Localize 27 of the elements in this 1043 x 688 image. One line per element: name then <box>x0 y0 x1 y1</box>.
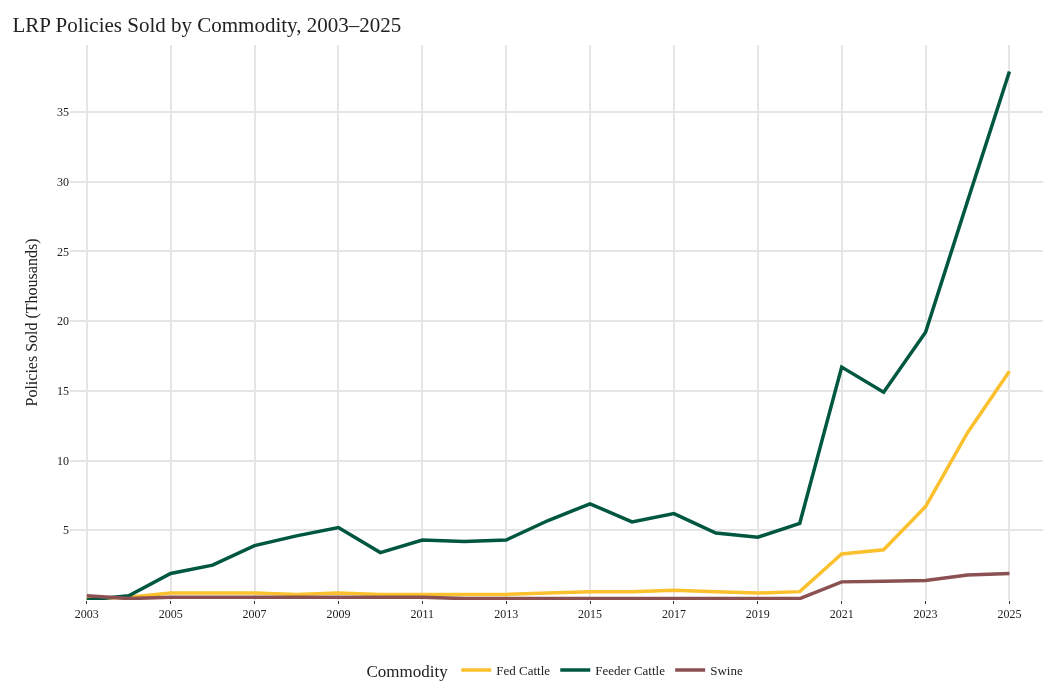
x-tick-label: 2009 <box>326 607 351 622</box>
legend-label: Feeder Cattle <box>595 663 666 679</box>
y-tick-label: 5 <box>63 523 69 538</box>
x-tick-label: 2017 <box>661 607 686 622</box>
legend-title: Commodity <box>366 662 449 682</box>
x-tick-label: 2025 <box>997 607 1022 622</box>
x-tick-label: 2011 <box>410 607 435 622</box>
x-tick-label: 2021 <box>829 607 854 622</box>
y-tick-label: 25 <box>57 244 69 259</box>
y-tick-label: 10 <box>57 453 69 468</box>
x-tick-label: 2023 <box>913 607 938 622</box>
y-tick-label: 20 <box>57 314 69 329</box>
x-tick-label: 2007 <box>242 607 267 622</box>
x-tick-label: 2019 <box>745 607 770 622</box>
legend-label: Fed Cattle <box>496 663 551 679</box>
x-tick-label: 2015 <box>578 607 603 622</box>
legend-label: Swine <box>710 663 743 679</box>
line-series <box>85 571 1012 600</box>
chart-title: LRP Policies Sold by Commodity, 2003–2025 <box>12 12 402 37</box>
y-tick-label: 35 <box>57 105 69 120</box>
x-tick-label: 2003 <box>74 607 99 622</box>
x-tick-label: 2005 <box>158 607 183 622</box>
y-tick-label: 15 <box>57 384 69 399</box>
x-tick-label: 2013 <box>494 607 519 622</box>
line-series <box>85 69 1012 600</box>
y-tick-label: 30 <box>57 174 69 189</box>
y-axis-title: Policies Sold (Thousands) <box>22 238 41 407</box>
